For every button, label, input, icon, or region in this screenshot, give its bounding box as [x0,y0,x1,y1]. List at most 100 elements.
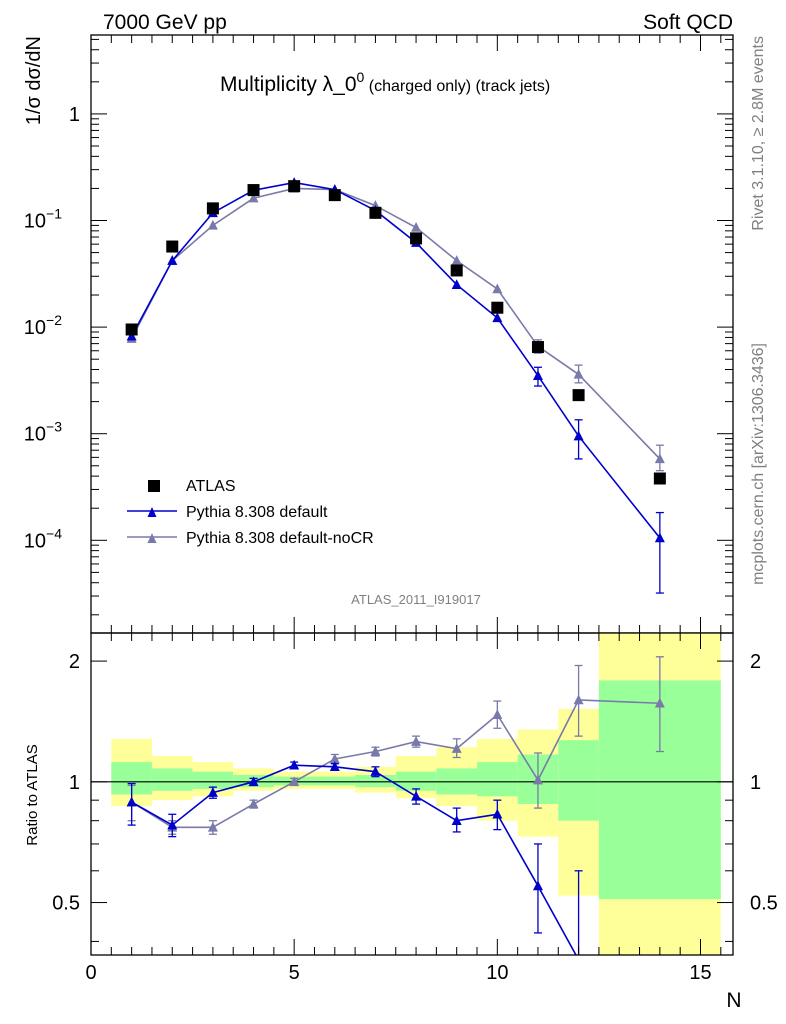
y-tick-label-base: 10 [24,530,46,552]
pythia-default-ratio-marker [451,815,462,825]
pythia-default-marker [532,370,543,380]
atlas-marker [206,202,219,215]
y-tick-label-exponent: −4 [46,525,62,541]
y-tick-label-base: 10 [24,211,46,233]
pythia-default-marker [492,312,503,323]
ratio-series [126,656,665,955]
y-tick-label: 10−1 [24,206,62,233]
legend-label-atlas: ATLAS [186,478,236,495]
pythia-default-marker [573,430,584,441]
uncertainty-band-green [314,776,356,786]
y-tick-label: 10−2 [24,312,62,339]
uncertainty-band-green [477,762,518,797]
x-tick-label: 0 [85,962,96,984]
legend-label-nocr: Pythia 8.308 default-noCR [186,530,374,547]
atlas-marker [531,341,544,354]
pythia-default-ratio-marker [289,759,300,770]
y-tick-label-base: 10 [24,317,46,339]
pythia-nocr-marker [573,368,584,379]
pythia-nocr-marker [492,283,503,294]
pythia-nocr-marker [411,221,422,232]
atlas-marker [491,301,504,314]
pythia-default-ratio-marker [207,787,218,797]
pythia-nocr-ratio-marker [532,774,543,785]
y-tick-label: 1 [69,104,80,126]
ratio-y-tick-label: 0.5 [52,893,80,915]
pythia-default-ratio-marker [167,819,178,830]
pythia-default-ratio-marker [329,761,340,772]
pythia-nocr-ratio-marker [451,743,462,753]
ratio-y-tick-label-right: 2 [750,651,761,673]
pythia-nocr-ratio-marker [289,776,300,787]
pythia-nocr-marker [654,453,665,464]
pythia-default-marker [167,255,178,265]
ratio-y-axis-label: Ratio to ATLAS [24,744,41,845]
ratio-y-tick-label-right: 1 [750,772,761,794]
ratio-panel-ticks: 2 2 1 1 0.5 0.5 0 5 10 15 [52,633,778,984]
y-tick-label: 10−4 [24,525,62,552]
pythia-nocr-marker [207,219,218,230]
uncertainty-band-green [395,771,437,791]
pythia-nocr-marker [451,255,462,265]
uncertainty-band-green [192,771,234,789]
x-tick-label: 5 [289,962,300,984]
pythia-default-marker [451,279,462,289]
plot-title: Multiplicity λ_00 (charged only) (track … [220,69,550,96]
x-tick-label: 15 [689,962,711,984]
rivet-version-label: Rivet 3.1.10, ≥ 2.8M events [750,36,767,231]
atlas-marker [410,232,423,245]
ratio-y-tick-label: 2 [69,651,80,673]
legend-marker-nocr [147,533,157,543]
legend-marker-atlas [148,480,160,492]
mcplots-reference-label: mcplots.cern.ch [arXiv:1306.3436] [750,343,767,585]
y-tick-label: 10−3 [24,419,62,446]
y-tick-label-exponent: −1 [46,206,62,222]
uncertainty-band-green [558,740,599,821]
ratio-y-tick-label-right: 0.5 [750,893,778,915]
legend-marker-default [147,507,157,517]
y-tick-label-base: 10 [24,424,46,446]
ratio-panel: 2 2 1 1 0.5 0.5 0 5 10 15 Ratio to ATLAS N [24,632,778,1012]
pythia-default-ratio-marker [532,880,543,891]
process-label: Soft QCD [643,11,733,34]
y-tick-label-exponent: −2 [46,312,62,328]
legend: ATLAS Pythia 8.308 default Pythia 8.308 … [127,478,374,547]
pythia-default-ratio-marker [578,954,579,955]
ratio-panel-frame [90,632,734,956]
pythia-default-ratio-marker [411,790,422,801]
y-axis-label: 1/σ dσ/dN [23,36,45,125]
pythia-default-ratio-line [131,764,577,955]
pythia-nocr-ratio-marker [207,821,218,832]
pythia-nocr-ratio-marker [411,736,422,746]
pythia-nocr-ratio-marker [248,798,259,809]
atlas-marker [328,189,341,202]
main-panel: 110−110−210−310−4 Multiplicity λ_00 (cha… [23,34,734,634]
main-panel-marks [125,177,666,594]
pythia-default-marker [126,330,137,341]
pythia-nocr-ratio-marker [573,694,584,705]
pythia-default-ratio-marker [492,808,503,819]
atlas-marker [369,206,382,219]
atlas-marker [247,184,260,197]
x-axis-label: N [726,989,741,1012]
pythia-default-ratio-marker [248,776,259,787]
pythia-default-ratio-marker [370,766,381,776]
pythia-default-marker [654,532,665,543]
pythia-default-ratio-marker [126,796,137,807]
atlas-marker [125,323,138,336]
pythia-nocr-ratio-marker [370,746,381,756]
x-tick-label: 10 [486,962,508,984]
main-panel-ticks: 110−110−210−310−4 [24,35,733,633]
atlas-marker [653,472,666,485]
beam-energy-label: 7000 GeV pp [103,11,227,34]
ratio-y-tick-label: 1 [69,772,80,794]
atlas-marker [572,389,585,402]
pythia-nocr-ratio-marker [329,753,340,764]
atlas-marker [450,264,463,277]
pythia-nocr-ratio-marker [654,697,665,708]
uncertainty-band-green [151,768,193,791]
atlas-marker [288,180,301,193]
pythia-nocr-marker [248,192,259,203]
pythia-nocr-ratio-marker [492,709,503,719]
